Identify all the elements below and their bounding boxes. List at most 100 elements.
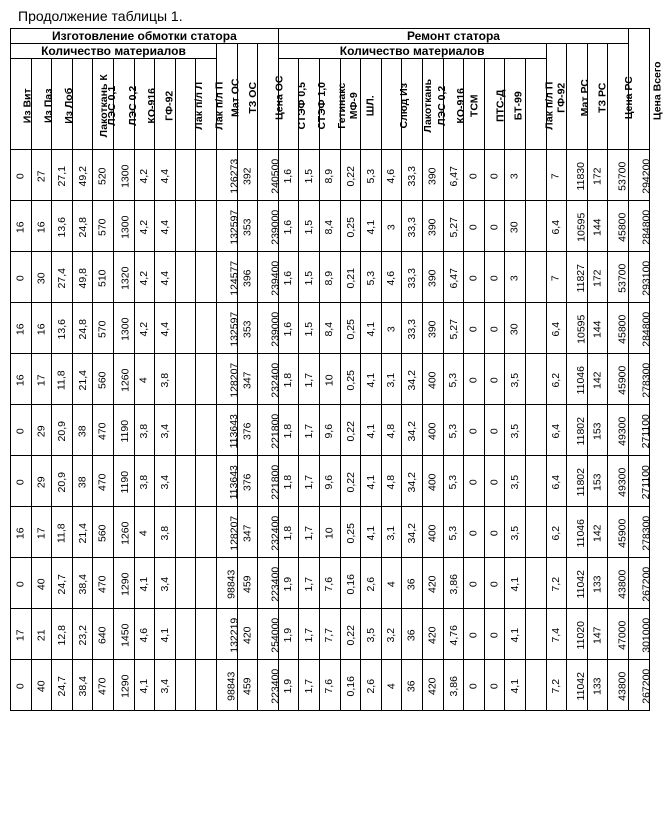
hdr-col: БТ-99 (505, 59, 526, 150)
table-cell: 1,6 (278, 201, 299, 252)
table-cell: 470 (93, 660, 114, 711)
table-cell: 459 (237, 660, 258, 711)
table-cell: 3,5 (505, 507, 526, 558)
table-cell: 390 (422, 201, 443, 252)
table-cell: 3,2 (381, 609, 402, 660)
table-cell: 4,1 (361, 405, 382, 456)
table-cell: 4,6 (134, 609, 155, 660)
table-cell: 1260 (113, 354, 134, 405)
table-cell: 6,47 (443, 150, 464, 201)
table-cell: 34,2 (402, 405, 423, 456)
table-cell (525, 201, 546, 252)
hdr-col: Цена РС (608, 44, 629, 150)
table-cell: 45800 (608, 201, 629, 252)
table-cell (525, 405, 546, 456)
table-cell: 5,27 (443, 201, 464, 252)
table-cell: 17 (31, 354, 52, 405)
table-cell: 0 (464, 609, 485, 660)
table-cell (175, 558, 196, 609)
table-cell: 3,86 (443, 660, 464, 711)
table-cell: 376 (237, 405, 258, 456)
table-cell: 21,4 (72, 354, 93, 405)
table-cell: 420 (422, 660, 443, 711)
table-cell: 38,4 (72, 660, 93, 711)
table-cell: 128207 (216, 354, 237, 405)
table-cell (525, 609, 546, 660)
table-cell: 27 (31, 150, 52, 201)
table-cell: 43800 (608, 558, 629, 609)
table-cell: 16 (11, 201, 32, 252)
table-cell: 3,8 (155, 354, 176, 405)
table-cell: 420 (422, 558, 443, 609)
table-cell: 284800 (629, 201, 650, 252)
table-cell: 1190 (113, 405, 134, 456)
table-cell: 11802 (567, 456, 588, 507)
table-cell: 6,47 (443, 252, 464, 303)
table-cell: 11042 (567, 558, 588, 609)
table-row: 161613,624,857013004,24,4132597353239000… (11, 303, 650, 354)
table-row: 172112,823,264014504,64,1132219420254000… (11, 609, 650, 660)
hdr-col: Лак п/л П (525, 59, 546, 150)
table-cell: 45900 (608, 354, 629, 405)
table-cell: 0,22 (340, 456, 361, 507)
table-cell: 24,8 (72, 201, 93, 252)
table-cell: 560 (93, 507, 114, 558)
table-cell: 4,4 (155, 150, 176, 201)
table-row: 02920,93847011903,83,41136433762218001,8… (11, 405, 650, 456)
table-row: 03027,449,851013204,24,41245773962394001… (11, 252, 650, 303)
table-cell: 6,4 (546, 456, 567, 507)
table-cell: 1260 (113, 507, 134, 558)
table-cell: 0 (484, 660, 505, 711)
table-row: 04024,738,447012904,13,4988434592234001,… (11, 558, 650, 609)
table-cell: 0,25 (340, 303, 361, 354)
table-cell: 53700 (608, 150, 629, 201)
table-cell: 560 (93, 354, 114, 405)
table-cell (525, 150, 546, 201)
table-cell: 0 (11, 405, 32, 456)
table-cell: 4,2 (134, 201, 155, 252)
table-cell (175, 609, 196, 660)
table-continuation-caption: Продолжение таблицы 1. (18, 8, 655, 24)
table-cell: 232400 (258, 354, 279, 405)
table-cell: 124577 (216, 252, 237, 303)
table-cell (175, 201, 196, 252)
table-cell (175, 405, 196, 456)
table-cell (196, 456, 217, 507)
table-cell: 400 (422, 456, 443, 507)
table-cell: 24,7 (52, 660, 73, 711)
table-cell: 1,5 (299, 303, 320, 354)
table-cell: 16 (31, 303, 52, 354)
table-cell: 0,16 (340, 660, 361, 711)
table-cell: 0,22 (340, 150, 361, 201)
table-cell: 49300 (608, 405, 629, 456)
table-cell: 21,4 (72, 507, 93, 558)
table-cell: 0 (464, 150, 485, 201)
table-cell: 4,1 (505, 558, 526, 609)
table-cell: 470 (93, 405, 114, 456)
table-cell: 390 (422, 252, 443, 303)
table-cell: 3,1 (381, 507, 402, 558)
table-cell: 3,8 (134, 456, 155, 507)
table-cell (196, 150, 217, 201)
table-cell: 133 (587, 660, 608, 711)
table-cell: 0 (464, 303, 485, 354)
table-cell: 38 (72, 405, 93, 456)
table-cell: 3 (505, 252, 526, 303)
table-cell: 38 (72, 456, 93, 507)
table-cell: 0 (484, 405, 505, 456)
table-cell: 1300 (113, 303, 134, 354)
table-cell: 0 (484, 456, 505, 507)
table-cell: 1290 (113, 660, 134, 711)
table-cell: 0 (464, 201, 485, 252)
hdr-col: Мат РС (567, 44, 588, 150)
table-cell: 640 (93, 609, 114, 660)
table-cell: 5,3 (443, 354, 464, 405)
table-cell: 1,8 (278, 456, 299, 507)
table-cell (196, 507, 217, 558)
table-cell: 10595 (567, 201, 588, 252)
table-cell: 239000 (258, 201, 279, 252)
table-cell: 12,8 (52, 609, 73, 660)
table-cell: 4,1 (361, 456, 382, 507)
table-cell: 4,1 (361, 507, 382, 558)
table-cell: 7,6 (319, 660, 340, 711)
